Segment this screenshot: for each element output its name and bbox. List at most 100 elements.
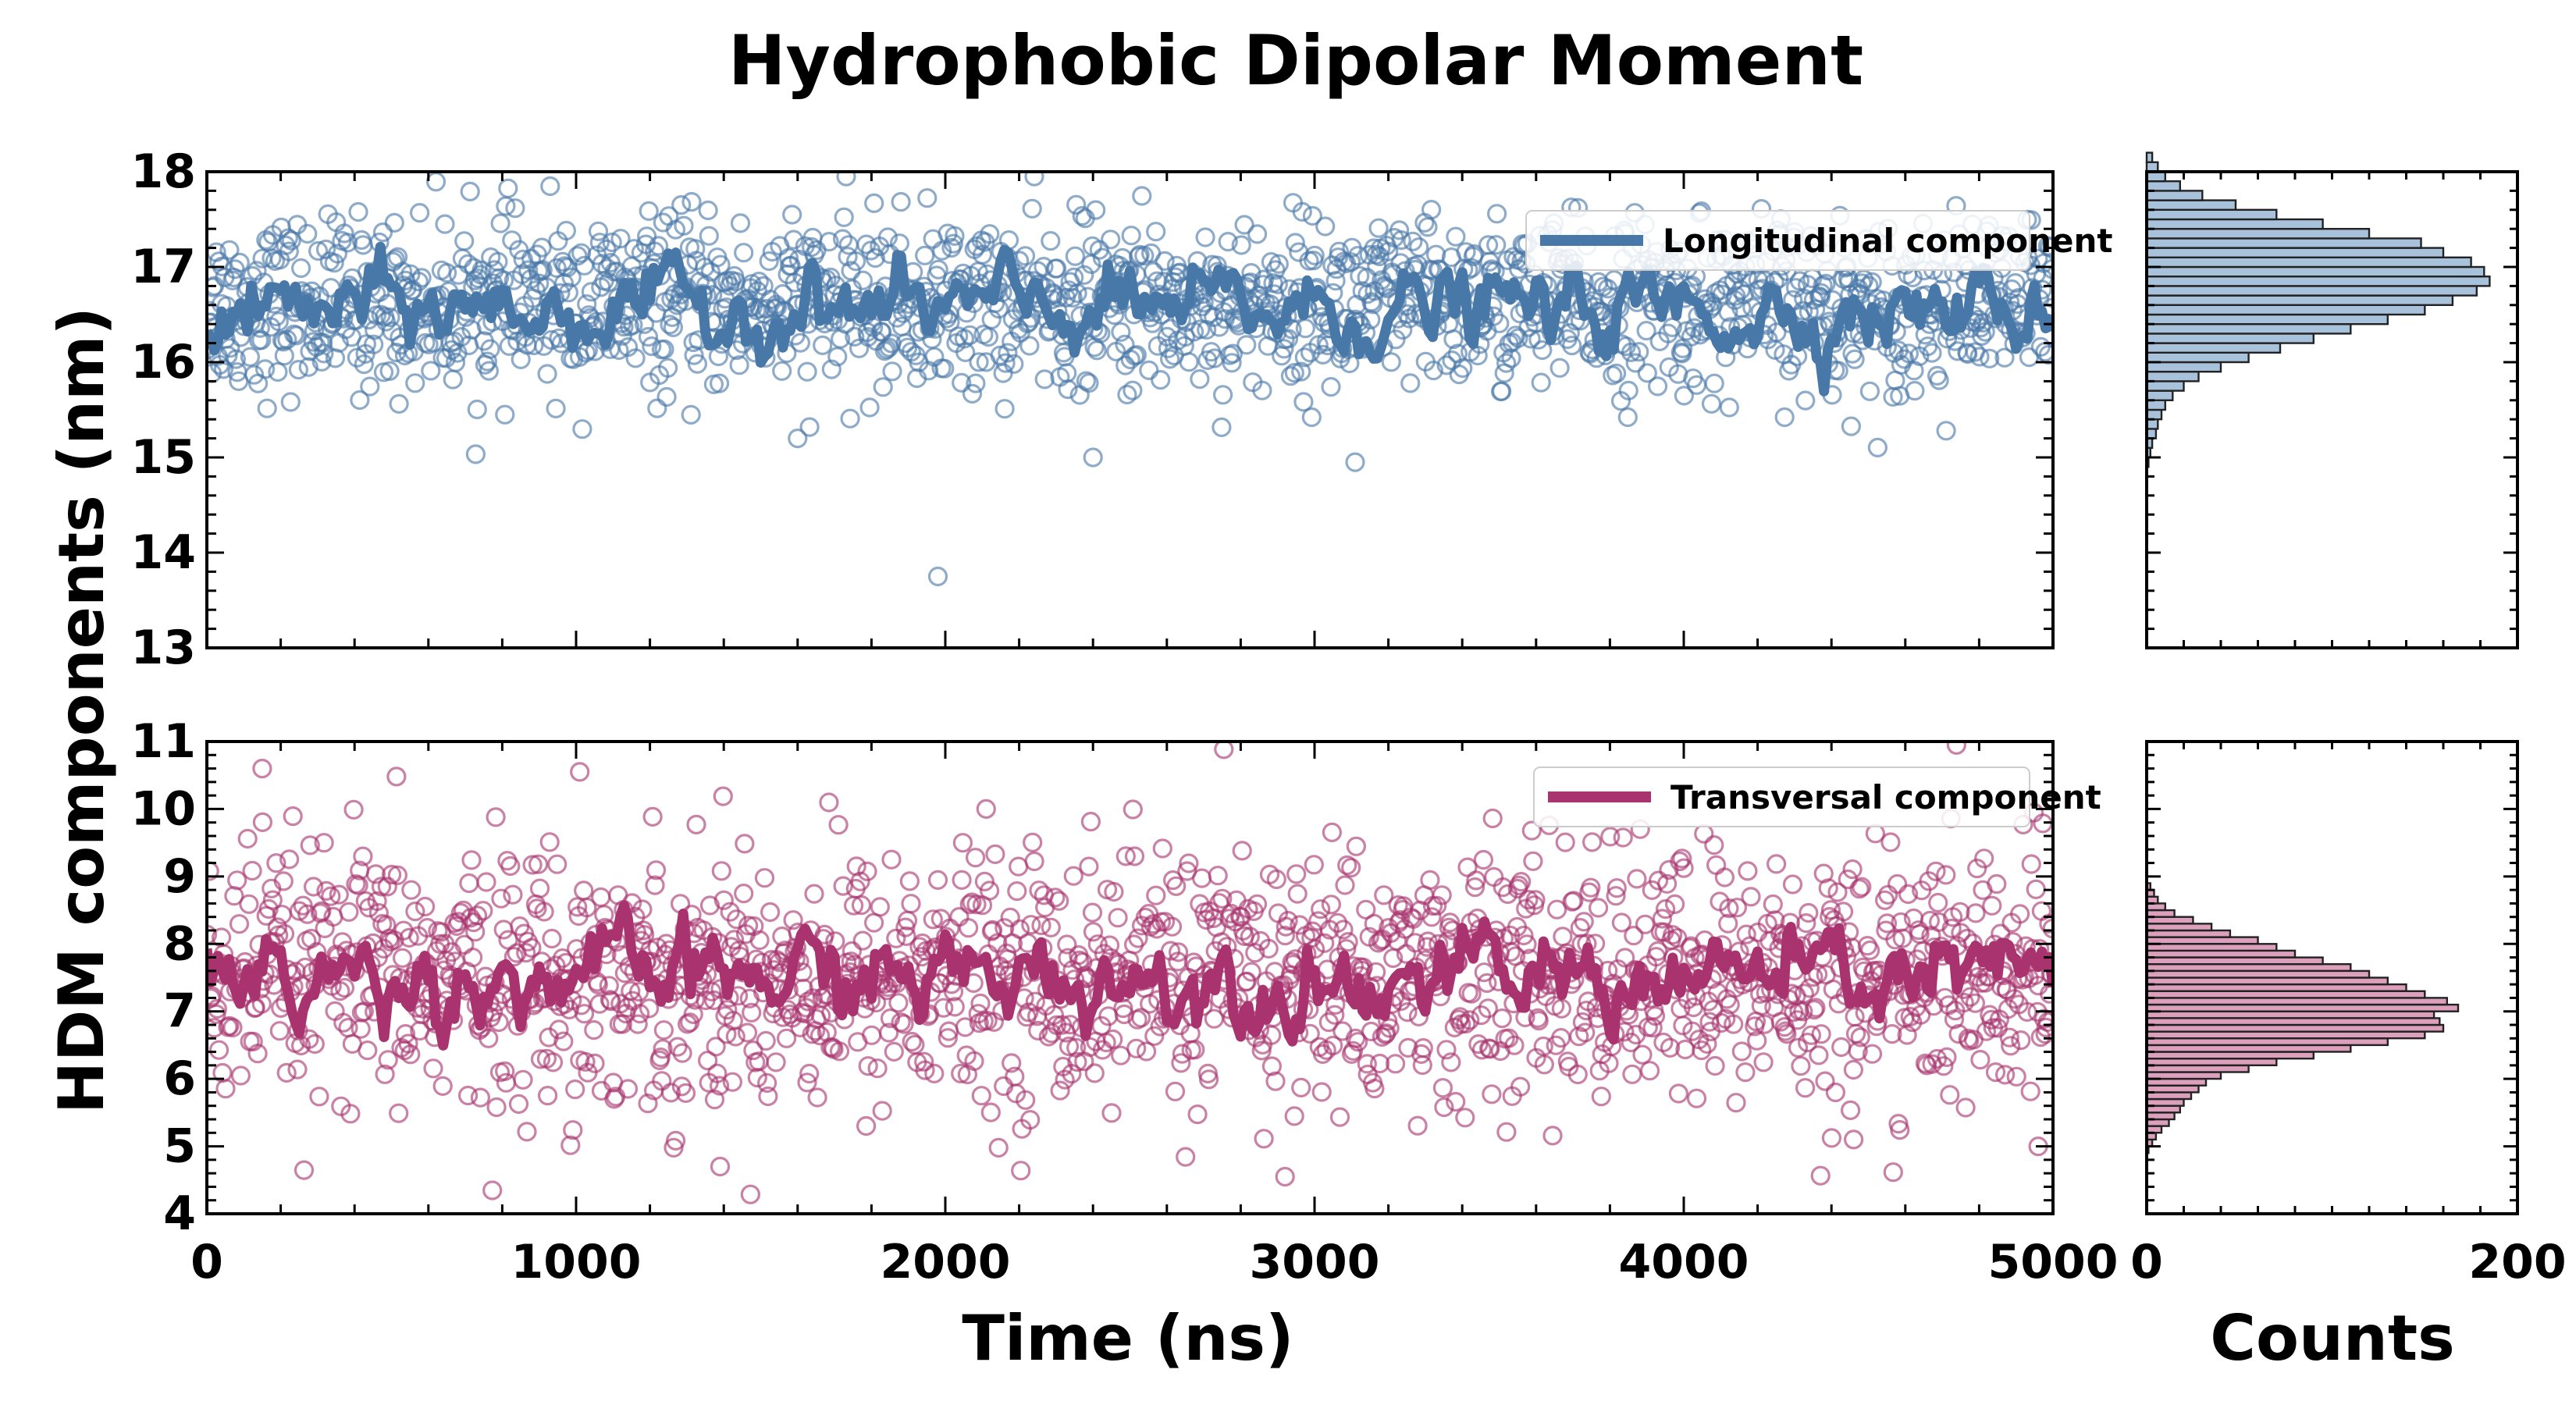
transversal-scatter-point [1473, 849, 1494, 870]
longitudinal-scatter-point [1905, 381, 1925, 401]
transversal-scatter-point [851, 895, 872, 916]
transversal-scatter-point [1099, 935, 1120, 955]
transversal-scatter-point [1346, 836, 1367, 856]
transversal-scatter-point [867, 1058, 888, 1079]
longitudinal-scatter-point [1212, 385, 1233, 405]
transversal-scatter-point [1335, 875, 1355, 895]
longitudinal-scatter-point [734, 243, 754, 263]
transversal-scatter-point [1439, 912, 1461, 933]
longitudinal-scatter-point [421, 361, 441, 381]
transversal-scatter-point [1325, 1005, 1345, 1025]
transversal-scatter-point [646, 860, 667, 880]
transversal-scatter-point [353, 846, 373, 866]
transversal-scatter-point [1606, 886, 1626, 906]
transversal-scatter-point [955, 1017, 976, 1037]
transversal-scatter-point [743, 1040, 763, 1061]
transversal-scatter-point [1719, 898, 1739, 919]
transversal-scatter-point [749, 930, 770, 951]
transversal-scatter-point [1000, 907, 1020, 928]
transversal-scatter-point [713, 786, 733, 806]
transversal-scatter-point [1266, 869, 1286, 890]
longitudinal-scatter-point [647, 398, 667, 418]
longitudinal-scatter-point [1076, 371, 1097, 391]
longitudinal-scatter-point [1508, 328, 1528, 348]
longitudinal-hist-bar [2145, 380, 2185, 392]
transversal-scatter-point [841, 941, 863, 962]
longitudinal-scatter-point [625, 348, 646, 368]
transversal-scatter-point [513, 1069, 533, 1090]
transversal-scatter-point [222, 1017, 243, 1038]
transversal-scatter-point [814, 924, 835, 945]
transversal-hist-bar [2145, 923, 2213, 932]
transversal-scatter-point [725, 1026, 745, 1047]
longitudinal-scatter-point [953, 263, 973, 283]
longitudinal-scatter-point [408, 272, 429, 292]
transversal-scatter-point [1024, 851, 1044, 872]
transversal-scatter-point [1985, 1062, 2006, 1083]
transversal-scatter-point [334, 977, 355, 998]
transversal-scatter-point [1482, 1084, 1502, 1104]
transversal-scatter-point [333, 1012, 354, 1033]
transversal-scatter-point [1232, 841, 1252, 861]
transversal-scatter-point [2001, 1036, 2021, 1056]
transversal-scatter-point [1123, 799, 1143, 820]
transversal-scatter-point [1753, 1052, 1774, 1072]
transversal-scatter-point [1311, 1082, 1332, 1102]
transversal-scatter-point [938, 1028, 958, 1048]
transversal-scatter-point [432, 1076, 453, 1097]
transversal-scatter-point [988, 1137, 1009, 1158]
longitudinal-scatter-point [674, 215, 694, 236]
transversal-scatter-point [340, 1104, 361, 1124]
longitudinal-scatter-point [681, 404, 701, 425]
longitudinal-scatter-point [959, 325, 980, 345]
transversal-scatter-point [1582, 832, 1603, 852]
transversal-hist-bar [2145, 956, 2324, 966]
transversal-scatter-point [1941, 918, 1962, 939]
transversal-scatter-point [1726, 1093, 1746, 1113]
longitudinal-scatter-point [537, 364, 557, 384]
transversal-scatter-point [1315, 933, 1335, 953]
transversal-hist-bar [2145, 983, 2407, 992]
transversal-scatter-point [1245, 943, 1265, 963]
transversal-scatter-point [1374, 885, 1394, 905]
transversal-scatter-point [1049, 891, 1069, 911]
longitudinal-hist-bar [2145, 237, 2422, 249]
transversal-scatter-point [1009, 856, 1029, 877]
longitudinal-scatter-point [308, 240, 329, 261]
longitudinal-scatter-point [240, 347, 260, 367]
transversal-scatter-point [970, 993, 991, 1014]
longitudinal-scatter-point [460, 181, 480, 201]
longitudinal-scatter-point [1236, 335, 1257, 355]
longitudinal-scatter-point [708, 346, 729, 367]
transversal-histogram: 0 200 [2130, 740, 2567, 1289]
longitudinal-scatter-point [354, 354, 374, 375]
longitudinal-scatter-point [561, 267, 582, 287]
longitudinal-scatter-point [1143, 261, 1164, 282]
longitudinal-hist-bar [2145, 228, 2371, 240]
longitudinal-scatter-point [588, 221, 609, 241]
transversal-scatter-point [330, 980, 350, 1001]
transversal-scatter-point [575, 1051, 596, 1072]
transversal-scatter-point [1446, 1091, 1466, 1112]
longitudinal-scatter-point [556, 220, 577, 241]
transversal-scatter-point [709, 1076, 730, 1096]
longitudinal-scatter-point [1034, 369, 1055, 389]
transversal-scatter-point [314, 833, 334, 853]
transversal-scatter-point [1998, 998, 2019, 1019]
transversal-scatter-point [208, 1040, 229, 1060]
transversal-scatter-point [1420, 870, 1440, 891]
longitudinal-scatter-point [324, 253, 344, 273]
longitudinal-scatter-point [1531, 372, 1551, 393]
longitudinal-scatter-point [840, 408, 860, 429]
transversal-scatter-point [1898, 884, 1919, 905]
transversal-scatter-point [1347, 1032, 1368, 1052]
transversal-scatter-point [489, 1012, 509, 1033]
transversal-scatter-point [1697, 1033, 1717, 1055]
longitudinal-scatter-point [1340, 353, 1360, 374]
transversal-scatter-point [1084, 1063, 1105, 1083]
transversal-scatter-point [574, 1004, 595, 1024]
transversal-scatter-point [1357, 1054, 1377, 1074]
transversal-hist-bar [2145, 1044, 2352, 1053]
transversal-scatter-point [872, 1101, 892, 1121]
